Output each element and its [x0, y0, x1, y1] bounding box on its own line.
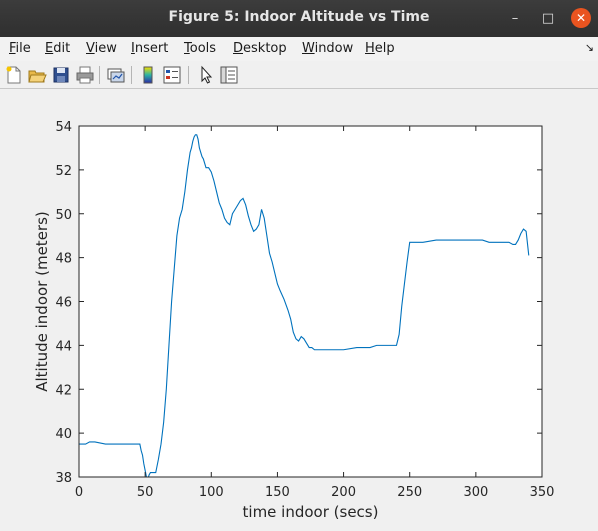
toolbar-separator — [99, 66, 100, 84]
legend-icon[interactable] — [162, 65, 182, 85]
menu-help[interactable]: Help — [365, 41, 395, 56]
y-tick-label: 46 — [55, 296, 72, 311]
new-figure-icon[interactable] — [4, 65, 24, 85]
y-tick-label: 54 — [55, 120, 72, 135]
x-tick-label: 250 — [397, 485, 422, 500]
menu-edit[interactable]: Edit — [45, 41, 71, 56]
x-tick-label: 50 — [137, 485, 154, 500]
property-inspector-icon[interactable] — [219, 65, 239, 85]
menu-bar: File Edit View Insert Tools Desktop Wind… — [0, 37, 598, 61]
x-tick-label: 350 — [530, 485, 555, 500]
y-tick-label: 40 — [55, 427, 72, 442]
colorbar-icon[interactable] — [138, 65, 158, 85]
window-title: Figure 5: Indoor Altitude vs Time — [168, 9, 430, 25]
maximize-icon[interactable]: □ — [541, 10, 555, 26]
axes-background — [79, 126, 542, 477]
x-tick-label: 0 — [75, 485, 83, 500]
link-plot-icon[interactable] — [106, 65, 126, 85]
menu-view[interactable]: View — [86, 41, 117, 56]
line-chart[interactable]: 0 50 100 150 200 250 300 350384042444648505254 … — [0, 90, 598, 527]
figure-canvas: 0 50 100 150 200 250 300 350 38 40 42 44 46 48 50 52 54 … — [0, 90, 598, 527]
y-tick-label: 44 — [55, 339, 72, 354]
menu-file[interactable]: File — [9, 41, 31, 56]
toolbar-separator — [131, 66, 132, 84]
x-axis-label: time indoor (secs) — [243, 503, 379, 521]
y-tick-label: 42 — [55, 383, 72, 398]
y-tick-label: 52 — [55, 164, 72, 179]
open-file-icon[interactable] — [27, 65, 47, 85]
series-line-0[interactable] — [79, 134, 530, 479]
x-tick-label: 100 — [199, 485, 224, 500]
menu-insert[interactable]: Insert — [131, 41, 169, 56]
print-icon[interactable] — [75, 65, 95, 85]
y-tick-label: 48 — [55, 252, 72, 267]
edit-plot-icon[interactable] — [196, 65, 216, 85]
menu-tools[interactable]: Tools — [184, 41, 217, 56]
y-tick-label: 38 — [55, 471, 72, 486]
minimize-icon[interactable]: – — [511, 10, 519, 26]
figure-toolbar — [0, 61, 598, 89]
close-icon[interactable]: ✕ — [571, 8, 591, 28]
save-icon[interactable] — [51, 65, 71, 85]
menu-desktop[interactable]: Desktop — [233, 41, 287, 56]
toolbar-separator — [188, 66, 189, 84]
y-axis-label: Altitude indoor (meters) — [33, 211, 51, 392]
x-tick-label: 150 — [265, 485, 290, 500]
y-tick-label: 50 — [55, 208, 72, 223]
window-titlebar: Figure 5: Indoor Altitude vs Time – □ ✕ — [0, 0, 598, 37]
x-tick-label: 300 — [463, 485, 488, 500]
dock-figure-icon[interactable]: ↘ — [584, 41, 594, 54]
menu-window[interactable]: Window — [302, 41, 354, 56]
x-tick-label: 200 — [331, 485, 356, 500]
